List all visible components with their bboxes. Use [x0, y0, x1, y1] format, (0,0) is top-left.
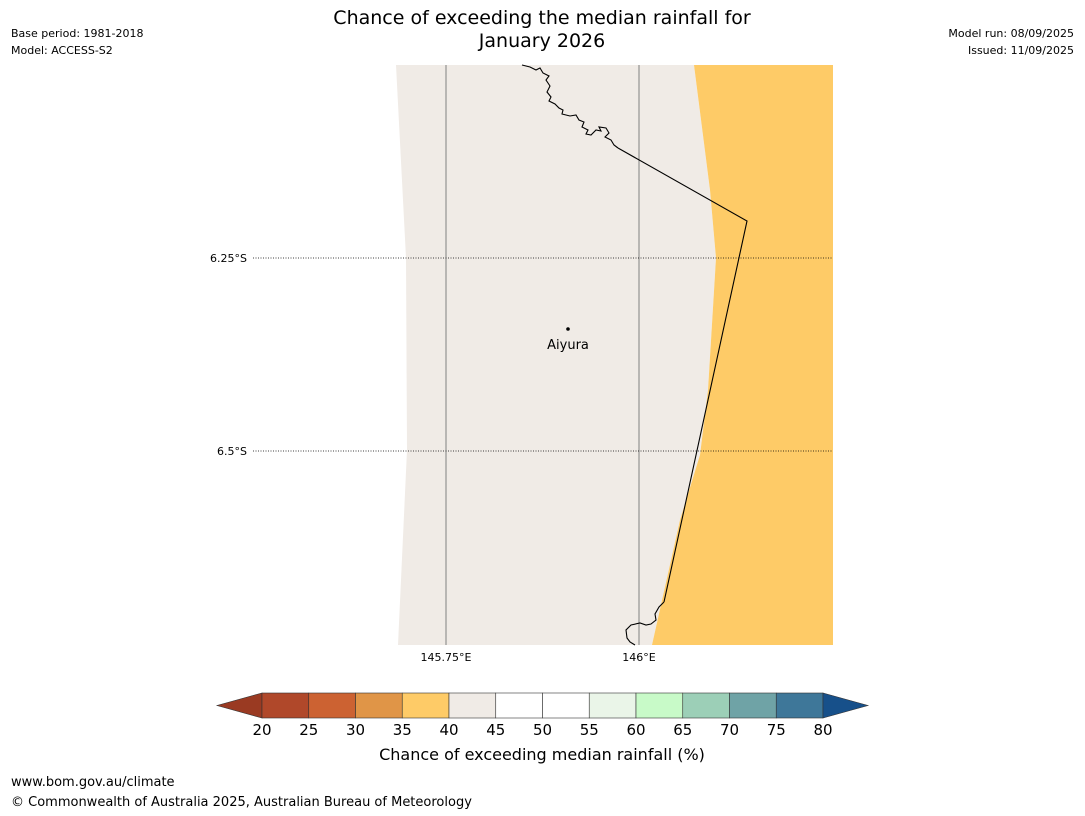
- colorbar-tick-label: 25: [299, 721, 318, 739]
- colorbar-tick-label: 30: [346, 721, 365, 739]
- model-run-text: Model run: 08/09/2025: [948, 27, 1074, 40]
- colorbar-bin: [495, 692, 543, 719]
- colorbar-bin: [448, 692, 497, 719]
- colorbar-tick-label: 70: [720, 721, 739, 739]
- colorbar: 20 25 30 35 40 45 50 55 60 65 70 75 80: [215, 692, 870, 739]
- aiyura-label: Aiyura: [547, 338, 589, 353]
- model-text: Model: ACCESS-S2: [11, 44, 113, 57]
- colorbar-tick-label: 50: [533, 721, 552, 739]
- lat-label-6-25: 6.25°S: [210, 252, 247, 265]
- colorbar-bin: [355, 692, 403, 719]
- colorbar-bin: [682, 692, 730, 719]
- colorbar-bin: [635, 692, 684, 719]
- colorbar-tick-label: 75: [767, 721, 786, 739]
- colorbar-bin: [401, 692, 450, 719]
- colorbar-tick-label: 80: [813, 721, 832, 739]
- colorbar-bins: [261, 692, 824, 719]
- colorbar-tick-label: 45: [486, 721, 505, 739]
- colorbar-tick-label: 55: [580, 721, 599, 739]
- colorbar-bin: [261, 692, 310, 719]
- colorbar-tick-label: 35: [393, 721, 412, 739]
- footer-url[interactable]: www.bom.gov.au/climate: [11, 775, 175, 790]
- meta-right: Model run: 08/09/2025 Issued: 11/09/2025: [948, 25, 1074, 59]
- meta-left: Base period: 1981-2018 Model: ACCESS-S2: [11, 25, 143, 59]
- colorbar-under-extension: [215, 692, 263, 719]
- colorbar-bin: [308, 692, 356, 719]
- coastline-south: [625, 601, 665, 646]
- colorbar-bin: [588, 692, 637, 719]
- colorbar-bin: [775, 692, 824, 719]
- colorbar-tick-label: 60: [626, 721, 645, 739]
- colorbar-ticks: 20 25 30 35 40 45 50 55 60 65 70 75 80: [252, 721, 832, 739]
- title-line-1: Chance of exceeding the median rainfall …: [333, 7, 751, 29]
- coastline-north: [521, 64, 619, 149]
- region-west-40-45: [396, 65, 716, 645]
- lat-label-6-5: 6.5°S: [217, 445, 247, 458]
- lon-label-145-75: 145.75°E: [421, 651, 472, 664]
- aiyura-marker: [566, 327, 570, 331]
- region-east-35-40: [652, 65, 833, 645]
- issued-text: Issued: 11/09/2025: [967, 44, 1074, 57]
- footer-copyright: © Commonwealth of Australia 2025, Austra…: [11, 795, 472, 810]
- colorbar-bin: [542, 692, 590, 719]
- colorbar-bin: [729, 692, 777, 719]
- lon-label-146: 146°E: [622, 651, 655, 664]
- map-panel: Aiyura 6.25°S 6.5°S 145.75°E 146°E: [210, 64, 833, 664]
- title-line-2: January 2026: [478, 30, 606, 52]
- province-boundary: [617, 147, 748, 603]
- map-title: Chance of exceeding the median rainfall …: [242, 7, 842, 53]
- colorbar-label: Chance of exceeding median rainfall (%): [379, 745, 705, 764]
- base-period-text: Base period: 1981-2018: [11, 27, 144, 40]
- colorbar-over-extension: [822, 692, 870, 719]
- colorbar-tick-label: 65: [673, 721, 692, 739]
- colorbar-tick-label: 40: [439, 721, 458, 739]
- colorbar-tick-label: 20: [252, 721, 271, 739]
